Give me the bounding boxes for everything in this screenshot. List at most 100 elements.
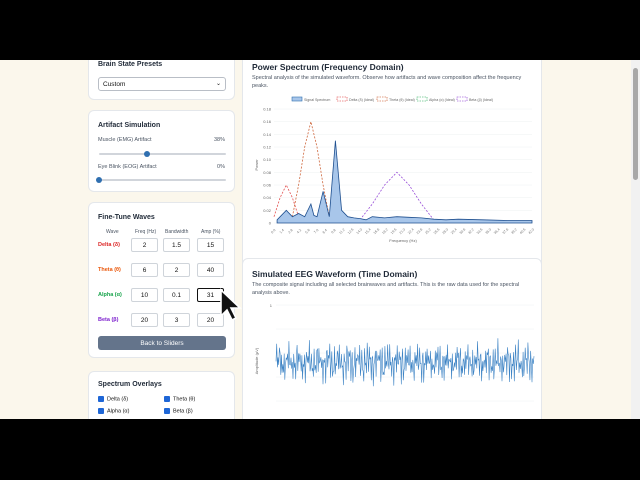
x-tick-label: 37.8 (502, 227, 510, 235)
wave-amp-input[interactable]: 20 (197, 313, 224, 327)
eog-slider-handle[interactable] (96, 177, 102, 183)
wave-freq-input[interactable]: 20 (131, 313, 158, 327)
finetune-title: Fine-Tune Waves (98, 214, 155, 221)
x-tick-label: 28.0 (441, 227, 449, 235)
x-tick-label: 35.0 (484, 227, 492, 235)
x-tick-label: 29.4 (450, 227, 458, 235)
y-tick-label: 0.04 (263, 195, 272, 200)
spectrum-description: Spectral analysis of the simulated wavef… (252, 75, 522, 89)
overlays-card: Spectrum Overlays Delta (δ) Theta (θ) Al… (88, 371, 235, 419)
waveform-title: Simulated EEG Waveform (Time Domain) (252, 269, 418, 279)
eog-label: Eye Blink (EOG) Artifact (98, 164, 157, 170)
x-tick-label: 26.6 (433, 227, 441, 235)
x-tick-label: 5.6 (305, 228, 311, 234)
legend-swatch-0 (291, 96, 303, 102)
waveform-description: The composite signal including all selec… (252, 282, 520, 296)
wave-name-2: Alpha (α) (98, 292, 122, 298)
y-tick-label: 0.12 (263, 145, 272, 150)
x-tick-label: 23.8 (416, 227, 424, 235)
x-tick-label: 33.6 (476, 227, 484, 235)
y-tick-label: 0 (269, 221, 272, 226)
wave-name-3: Beta (β) (98, 317, 119, 323)
overlay-theta-label: Theta (θ) (173, 396, 196, 403)
wave-y-tick: 1 (270, 303, 273, 308)
checkbox-checked-icon (164, 408, 170, 414)
ideal-curve-4 (359, 171, 435, 221)
x-tick-label: 8.4 (322, 228, 328, 234)
eog-slider[interactable] (96, 177, 226, 183)
waveform-chart: 1 Amplitude (µV) (254, 303, 535, 402)
wave-bw-input[interactable]: 3 (163, 313, 190, 327)
x-tick-label: 22.4 (407, 227, 415, 235)
legend-swatch-3 (416, 96, 428, 102)
overlay-beta-checkbox[interactable]: Beta (β) (164, 408, 193, 414)
overlay-alpha-label: Alpha (α) (107, 408, 130, 415)
y-axis-label: Power (254, 159, 259, 171)
ideal-curve-2 (292, 121, 330, 217)
signal-spectrum-area (276, 140, 533, 224)
wave-freq-input[interactable]: 6 (131, 263, 158, 277)
x-tick-label: 21.0 (398, 227, 406, 235)
emg-slider[interactable] (99, 151, 226, 157)
legend-label-4: Beta (β) (Ideal) (469, 98, 493, 102)
mouse-cursor-icon (220, 288, 243, 322)
x-tick-label: 32.2 (467, 227, 475, 235)
col-header-freq: Freq (Hz) (135, 229, 157, 235)
x-tick-label: 19.6 (390, 227, 398, 235)
eog-value: 0% (217, 164, 225, 170)
x-tick-label: 7.0 (313, 228, 319, 234)
y-tick-label: 0.10 (263, 157, 272, 162)
wave-amp-input[interactable]: 31 (197, 288, 224, 302)
wave-freq-input[interactable]: 2 (131, 238, 158, 252)
overlay-delta-checkbox[interactable]: Delta (δ) (98, 396, 128, 402)
y-tick-label: 0.16 (263, 119, 272, 124)
x-tick-label: 18.2 (381, 227, 389, 235)
wave-bw-input[interactable]: 2 (163, 263, 190, 277)
emg-slider-handle[interactable] (144, 151, 151, 157)
presets-card: Brain State Presets Custom ⌄ (88, 60, 235, 100)
checkbox-checked-icon (98, 408, 104, 414)
chevron-down-icon: ⌄ (215, 81, 221, 87)
col-header-wave: Wave (106, 229, 119, 235)
wave-bw-input[interactable]: 1.5 (163, 238, 190, 252)
waveform-card: Simulated EEG Waveform (Time Domain) The… (242, 258, 542, 419)
x-tick-label: 36.4 (493, 227, 501, 235)
x-tick-label: 39.2 (510, 227, 518, 235)
x-axis-label: Frequency (Hz) (389, 238, 417, 243)
legend-label-1: Delta (δ) (Ideal) (349, 98, 374, 102)
overlays-title: Spectrum Overlays (98, 381, 162, 388)
x-tick-label: 25.2 (424, 227, 432, 235)
page-scrollbar[interactable] (631, 60, 640, 419)
y-tick-label: 0.02 (263, 208, 272, 213)
overlay-theta-checkbox[interactable]: Theta (θ) (164, 396, 195, 402)
legend-swatch-2 (376, 96, 388, 102)
wave-amp-input[interactable]: 15 (197, 238, 224, 252)
wave-y-axis-label: Amplitude (µV) (254, 347, 259, 374)
wave-freq-input[interactable]: 10 (131, 288, 158, 302)
wave-amp-input[interactable]: 40 (197, 263, 224, 277)
y-tick-label: 0.14 (263, 132, 272, 137)
y-tick-label: 0.06 (263, 183, 272, 188)
scrollbar-thumb[interactable] (633, 68, 638, 180)
checkbox-checked-icon (98, 396, 104, 402)
back-to-sliders-button[interactable]: Back to Sliders (98, 336, 226, 350)
wave-bw-input[interactable]: 0.1 (163, 288, 190, 302)
x-tick-label: 1.4 (279, 228, 285, 234)
preset-select[interactable]: Custom ⌄ (98, 77, 226, 91)
overlay-alpha-checkbox[interactable]: Alpha (α) (98, 408, 129, 414)
finetune-card: Fine-Tune Waves Wave Freq (Hz) Bandwidth… (88, 202, 235, 358)
overlay-beta-label: Beta (β) (173, 408, 193, 415)
x-tick-label: 16.8 (373, 227, 381, 235)
legend-swatch-4 (456, 96, 468, 102)
wave-name-0: Delta (δ) (98, 242, 120, 248)
artifact-card: Artifact Simulation Muscle (EMG) Artifac… (88, 110, 235, 192)
y-tick-label: 0.08 (263, 170, 272, 175)
legend-swatch-1 (336, 96, 348, 102)
spectrum-title: Power Spectrum (Frequency Domain) (252, 62, 404, 72)
eeg-waveform-line (275, 338, 535, 387)
legend-label-2: Theta (θ) (Ideal) (389, 98, 415, 102)
x-tick-label: 14.0 (355, 227, 363, 235)
x-tick-label: 2.8 (287, 228, 293, 234)
page-viewport: Brain State Presets Custom ⌄ Artifact Si… (0, 60, 640, 419)
legend-label-0: Signal Spectrum (304, 98, 330, 102)
